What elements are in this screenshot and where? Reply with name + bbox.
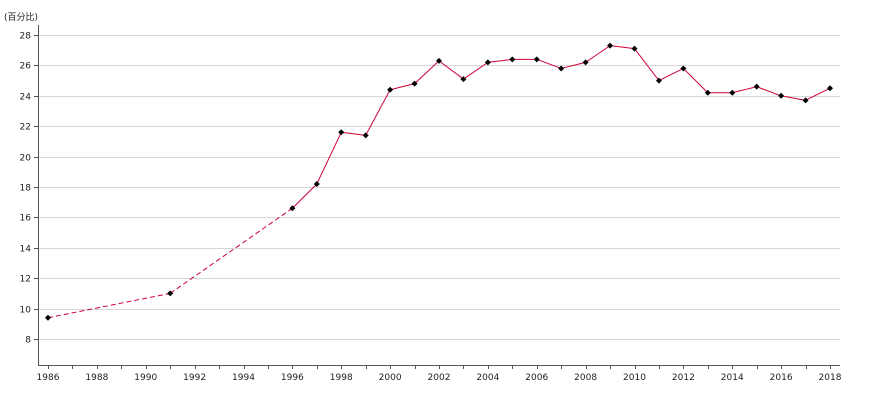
y-tick-label: 10 [20, 306, 32, 316]
series-segment [316, 132, 342, 185]
y-tick-label: 12 [20, 275, 31, 285]
series-segment [169, 207, 293, 294]
data-point [753, 83, 760, 90]
x-tick-label: 2016 [770, 373, 793, 383]
series-segment [658, 67, 684, 82]
x-tick-label: 1998 [330, 373, 353, 383]
y-axis-label: (百分比) [4, 11, 38, 23]
x-tick-label: 2000 [379, 373, 402, 383]
series-segment [610, 45, 635, 50]
data-point [582, 59, 589, 66]
x-tick-label: 2002 [428, 373, 451, 383]
series-segment [414, 60, 440, 85]
data-point [484, 59, 491, 66]
gridlines [38, 35, 840, 340]
data-point [436, 57, 442, 64]
data-point [680, 65, 687, 72]
y-tick-label: 22 [20, 123, 31, 133]
x-tick-label: 2010 [623, 373, 646, 383]
markers [45, 42, 833, 321]
x-tick-label: 1994 [232, 373, 255, 383]
x-tick-label: 2012 [672, 373, 695, 383]
data-point [827, 85, 833, 92]
data-point [289, 205, 296, 212]
series-segment [536, 58, 562, 69]
data-point [558, 65, 565, 72]
data-point [167, 290, 174, 297]
y-tick-label: 8 [25, 336, 31, 346]
series-segment [756, 86, 782, 97]
x-tick-label: 2014 [721, 373, 744, 383]
axes: 8 10 12 14 16 18 20 22 24 26 28 1986 1988 1990 1992 199… [20, 25, 842, 383]
series-segment [585, 45, 611, 63]
series-segment [487, 58, 513, 63]
y-tick-label: 24 [20, 93, 32, 103]
y-tick-label: 14 [20, 245, 32, 255]
data-point [411, 80, 418, 87]
series [47, 45, 831, 319]
y-tick-label: 16 [20, 214, 32, 224]
x-tick-label: 2008 [574, 373, 597, 383]
series-segment [683, 68, 709, 94]
data-point [362, 132, 369, 139]
data-point [704, 89, 711, 96]
x-tick-label: 2004 [476, 373, 499, 383]
data-point [509, 56, 516, 63]
data-point [533, 56, 540, 63]
series-segment [732, 86, 757, 94]
series-segment [463, 61, 489, 80]
y-tick-label: 20 [20, 154, 32, 164]
data-point [655, 77, 662, 84]
data-point [607, 42, 614, 49]
series-segment [561, 61, 586, 69]
series-segment [341, 131, 366, 136]
series-segment [390, 83, 415, 91]
series-segment [292, 183, 318, 209]
series-segment [438, 60, 464, 80]
x-tick-label: 1986 [37, 373, 60, 383]
data-point [778, 92, 785, 99]
series-segment [365, 89, 391, 136]
data-point [460, 76, 467, 83]
x-tick-label: 1990 [134, 373, 157, 383]
y-tick-label: 28 [20, 32, 32, 42]
y-tick-label: 26 [20, 62, 32, 72]
x-tick-label: 1988 [85, 373, 108, 383]
series-segment [634, 48, 660, 81]
x-tick-label: 1992 [183, 373, 206, 383]
series-segment [47, 292, 171, 319]
series-segment [805, 87, 831, 101]
x-tick-label: 1996 [281, 373, 304, 383]
y-tick-label: 18 [20, 184, 32, 194]
data-point [45, 314, 51, 321]
series-segment [781, 95, 806, 101]
data-point [338, 129, 345, 136]
x-tick-label: 2018 [819, 373, 842, 383]
data-point [802, 97, 809, 104]
data-point [631, 45, 638, 52]
data-point [313, 180, 320, 187]
data-point [387, 86, 394, 93]
x-tick-label: 2006 [525, 373, 548, 383]
data-point [729, 89, 736, 96]
